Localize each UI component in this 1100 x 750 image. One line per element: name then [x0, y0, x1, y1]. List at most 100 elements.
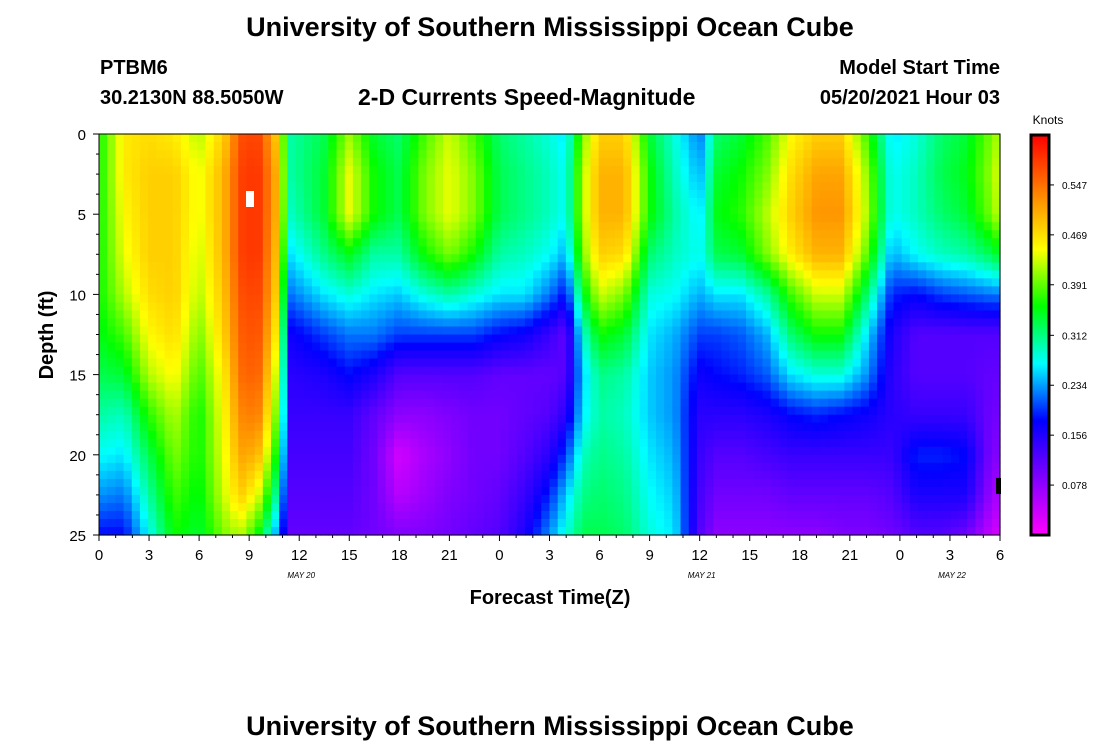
heatmap-cell — [180, 246, 190, 255]
heatmap-cell — [860, 158, 870, 167]
heatmap-cell — [115, 238, 125, 247]
heatmap-cell — [868, 518, 878, 528]
heatmap-cell — [451, 446, 460, 456]
heatmap-cell — [803, 366, 813, 376]
heatmap-cell — [279, 366, 288, 376]
heatmap-cell — [672, 158, 682, 167]
heatmap-cell — [402, 326, 411, 336]
heatmap-cell — [795, 406, 805, 416]
heatmap-cell — [508, 278, 518, 287]
heatmap-cell — [180, 478, 190, 488]
heatmap-cell — [295, 174, 305, 183]
heatmap-cell — [475, 206, 485, 215]
heatmap-cell — [238, 494, 248, 504]
heatmap-cell — [541, 462, 551, 472]
heatmap-cell — [230, 278, 239, 287]
heatmap-cell — [189, 254, 198, 263]
heatmap-cell — [811, 246, 821, 255]
heatmap-cell — [672, 182, 682, 191]
heatmap-cell — [148, 134, 157, 143]
heatmap-cell — [246, 462, 256, 472]
heatmap-cell — [811, 526, 821, 536]
heatmap-cell — [565, 302, 575, 312]
heatmap-cell — [827, 254, 837, 263]
heatmap-cell — [762, 150, 772, 159]
heatmap-cell — [221, 454, 231, 464]
heatmap-cell — [819, 462, 829, 472]
heatmap-cell — [451, 158, 460, 167]
heatmap-cell — [320, 278, 329, 287]
heatmap-cell — [295, 134, 305, 143]
heatmap-cell — [598, 174, 608, 183]
heatmap-cell — [451, 246, 460, 255]
heatmap-cell — [598, 406, 608, 416]
heatmap-cell — [213, 254, 223, 263]
heatmap-cell — [189, 326, 198, 336]
heatmap-cell — [721, 374, 731, 384]
heatmap-cell — [238, 286, 248, 295]
heatmap-cell — [483, 294, 493, 304]
heatmap-cell — [467, 302, 477, 312]
heatmap-cell — [680, 150, 690, 159]
heatmap-cell — [369, 310, 379, 320]
heatmap-cell — [139, 430, 149, 440]
heatmap-cell — [336, 246, 346, 255]
heatmap-cell — [705, 174, 714, 183]
heatmap-cell — [246, 446, 256, 456]
heatmap-cell — [410, 438, 420, 448]
heatmap-cell — [672, 166, 682, 175]
heatmap-cell — [172, 334, 182, 344]
heatmap-cell — [787, 318, 796, 328]
heatmap-cell — [467, 470, 477, 480]
heatmap-cell — [606, 278, 616, 287]
heatmap-cell — [492, 446, 501, 456]
heatmap-cell — [836, 238, 845, 247]
heatmap-cell — [180, 438, 190, 448]
heatmap-cell — [590, 318, 600, 328]
heatmap-cell — [541, 190, 551, 199]
heatmap-cell — [639, 206, 649, 215]
heatmap-cell — [271, 158, 280, 167]
heatmap-cell — [369, 262, 379, 271]
heatmap-cell — [582, 294, 592, 304]
heatmap-cell — [516, 398, 526, 408]
heatmap-cell — [778, 142, 788, 151]
heatmap-cell — [279, 494, 288, 504]
heatmap-cell — [713, 182, 723, 191]
heatmap-cell — [664, 518, 673, 528]
heatmap-cell — [516, 302, 526, 312]
heatmap-cell — [680, 262, 690, 271]
heatmap-cell — [500, 270, 510, 279]
heatmap-cell — [459, 190, 469, 199]
heatmap-cell — [475, 526, 485, 536]
heatmap-cell — [680, 374, 690, 384]
heatmap-cell — [131, 398, 141, 408]
heatmap-cell — [721, 190, 731, 199]
heatmap-cell — [860, 286, 870, 295]
heatmap-cell — [459, 222, 469, 231]
heatmap-cell — [164, 174, 174, 183]
heatmap-cell — [443, 326, 452, 336]
heatmap-cell — [582, 366, 592, 376]
heatmap-cell — [901, 294, 911, 304]
heatmap-cell — [664, 166, 673, 175]
heatmap-cell — [877, 398, 886, 408]
heatmap-cell — [230, 166, 239, 175]
heatmap-cell — [549, 478, 559, 488]
heatmap-cell — [737, 278, 747, 287]
heatmap-cell — [434, 326, 444, 336]
heatmap-cell — [410, 366, 420, 376]
heatmap-cell — [107, 278, 116, 287]
heatmap-cell — [729, 262, 739, 271]
heatmap-cell — [533, 270, 542, 279]
heatmap-cell — [238, 166, 248, 175]
heatmap-cell — [549, 222, 559, 231]
heatmap-cell — [639, 366, 649, 376]
heatmap-cell — [696, 270, 706, 279]
heatmap-cell — [885, 142, 895, 151]
heatmap-cell — [655, 470, 665, 480]
heatmap-cell — [377, 398, 387, 408]
heatmap-cell — [795, 382, 805, 392]
heatmap-cell — [885, 438, 895, 448]
heatmap-cell — [254, 470, 264, 480]
